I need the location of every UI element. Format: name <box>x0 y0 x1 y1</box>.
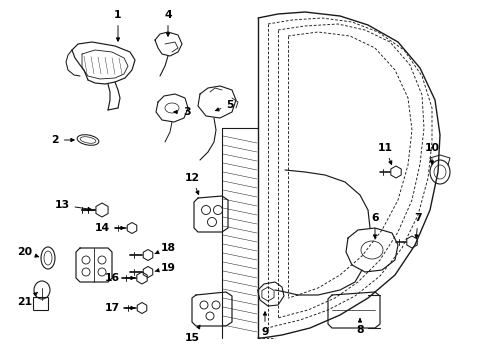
Text: 5: 5 <box>216 100 234 111</box>
Text: 15: 15 <box>185 325 200 343</box>
Text: 18: 18 <box>155 243 175 254</box>
Text: 1: 1 <box>114 10 122 41</box>
Text: 20: 20 <box>18 247 39 257</box>
Text: 10: 10 <box>424 143 440 164</box>
Text: 21: 21 <box>18 292 37 307</box>
Text: 16: 16 <box>104 273 134 283</box>
Text: 2: 2 <box>51 135 74 145</box>
Text: 9: 9 <box>261 312 269 337</box>
Text: 19: 19 <box>155 263 175 273</box>
Text: 7: 7 <box>414 213 422 238</box>
Text: 13: 13 <box>54 200 91 211</box>
Text: 3: 3 <box>174 107 191 117</box>
Text: 4: 4 <box>164 10 172 36</box>
Text: 17: 17 <box>104 303 134 313</box>
Text: 14: 14 <box>95 223 124 233</box>
Text: 8: 8 <box>356 319 364 335</box>
Text: 11: 11 <box>377 143 392 165</box>
Text: 12: 12 <box>184 173 199 194</box>
Text: 6: 6 <box>371 213 379 238</box>
